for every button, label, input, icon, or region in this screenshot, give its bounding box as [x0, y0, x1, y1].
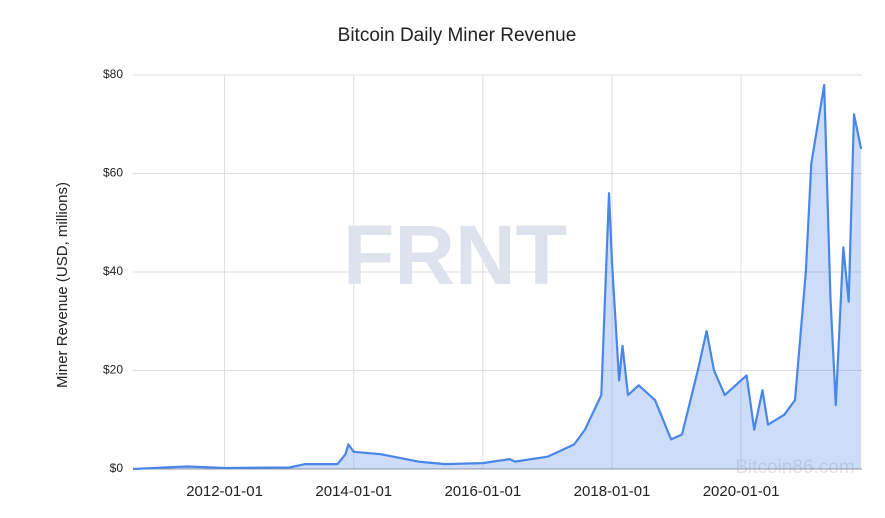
y-tick-label: $40 [103, 264, 123, 278]
watermark: FRNT [343, 208, 567, 302]
series-line [132, 83, 863, 471]
watermark-site: Bitcoin86.com [735, 457, 854, 478]
y-tick-label: $20 [103, 363, 123, 377]
y-axis-label: Miner Revenue (USD, millions) [54, 182, 71, 388]
x-tick-label: 2018-01-01 [574, 483, 651, 500]
x-tick-label: 2016-01-01 [444, 483, 521, 500]
area-fill [133, 84, 862, 470]
x-tick-label: 2012-01-01 [186, 483, 263, 500]
x-tick-label: 2014-01-01 [315, 483, 392, 500]
x-tick-label: 2020-01-01 [703, 483, 780, 500]
y-tick-label: $0 [110, 461, 124, 475]
y-tick-label: $60 [103, 166, 123, 180]
chart-title: Bitcoin Daily Miner Revenue [338, 25, 577, 46]
y-tick-label: $80 [103, 67, 123, 81]
